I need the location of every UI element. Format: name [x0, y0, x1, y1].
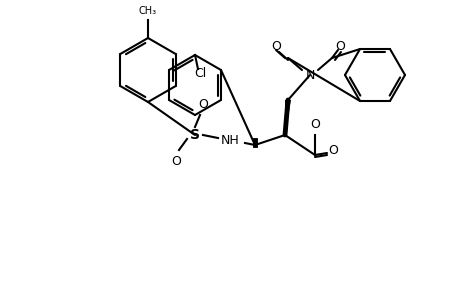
Text: O: O	[270, 40, 280, 52]
Text: O: O	[198, 98, 207, 111]
Text: Cl: Cl	[193, 67, 206, 80]
Polygon shape	[285, 100, 291, 135]
Text: O: O	[309, 118, 319, 131]
Text: N: N	[305, 68, 314, 82]
Text: CH₃: CH₃	[139, 6, 157, 16]
Text: O: O	[334, 40, 344, 52]
Text: O: O	[171, 155, 180, 168]
Text: S: S	[190, 128, 200, 142]
Text: O: O	[327, 143, 337, 157]
Text: NH: NH	[220, 134, 239, 146]
